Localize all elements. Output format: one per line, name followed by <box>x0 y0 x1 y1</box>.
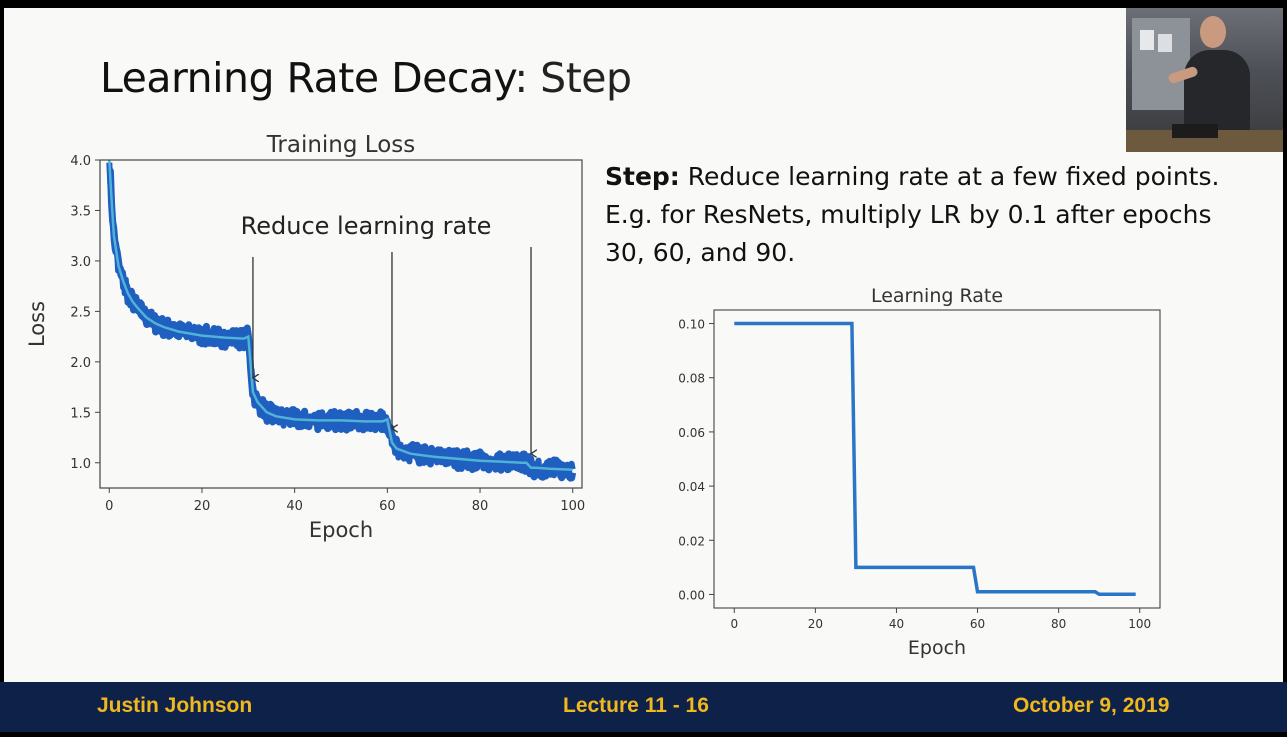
y-tick-label: 3.0 <box>70 255 91 270</box>
y-axis-label: Loss <box>25 301 49 347</box>
raw-loss-line-2 <box>106 162 576 480</box>
speaker-webcam <box>1126 8 1283 152</box>
y-tick-label: 1.0 <box>70 457 91 472</box>
y-tick-label: 0.02 <box>678 534 705 548</box>
learning-rate-chart: Learning Rate 0.00 0.02 0.04 0.06 0.08 0.10 0 20… <box>678 285 1161 658</box>
footer-bar: Justin Johnson Lecture 11 - 16 October 9… <box>0 682 1287 732</box>
x-tick-label: 60 <box>379 499 396 514</box>
x-axis-label: Epoch <box>908 637 966 658</box>
y-tick-label: 0.00 <box>678 588 705 602</box>
slide-title: Learning Rate Decay: Step <box>100 54 632 102</box>
slide: Learning Rate Decay: Step Step: Reduce l… <box>4 8 1283 682</box>
y-tick-label: 2.5 <box>70 305 91 320</box>
x-tick-label: 20 <box>808 617 823 631</box>
x-tick-label: 40 <box>286 499 303 514</box>
x-tick-label: 100 <box>1128 617 1151 631</box>
description: Step: Reduce learning rate at a few fixe… <box>605 158 1245 272</box>
x-tick-label: 0 <box>730 617 738 631</box>
x-tick-label: 100 <box>560 499 585 514</box>
x-tick-label: 40 <box>889 617 904 631</box>
x-tick-label: 20 <box>194 499 211 514</box>
training-loss-chart: Training Loss 1.0 1.5 2.0 2.5 3.0 3.5 4.0 0 20 40 6… <box>25 132 585 542</box>
x-tick-label: 0 <box>105 499 113 514</box>
footer-date: October 9, 2019 <box>1013 694 1170 717</box>
x-tick-label: 80 <box>472 499 489 514</box>
y-tick-label: 3.5 <box>70 204 91 219</box>
y-tick-label: 0.06 <box>678 426 705 440</box>
chart-title: Training Loss <box>266 132 416 158</box>
y-tick-label: 0.08 <box>678 372 705 386</box>
x-axis-label: Epoch <box>309 518 373 542</box>
y-tick-label: 2.0 <box>70 356 91 371</box>
smoothed-loss-line <box>108 160 573 472</box>
y-tick-label: 1.5 <box>70 406 91 421</box>
footer-author: Justin Johnson <box>97 694 253 717</box>
loss-curve-group <box>106 160 577 482</box>
chart-title: Learning Rate <box>871 285 1003 307</box>
y-tick-label: 0.10 <box>678 318 705 332</box>
footer-lecture: Lecture 11 - 16 <box>563 694 709 717</box>
description-lead: Step: <box>605 162 680 191</box>
x-tick-label: 60 <box>970 617 985 631</box>
title-main: Learning Rate Decay <box>100 54 515 102</box>
title-accent: : Step <box>514 54 632 102</box>
plot-frame <box>713 309 1161 609</box>
learning-rate-line <box>734 321 1136 596</box>
x-tick-label: 80 <box>1051 617 1066 631</box>
annotation-text: Reduce learning rate <box>241 212 492 240</box>
y-tick-label: 0.04 <box>678 480 705 494</box>
plot-frame <box>99 159 583 489</box>
y-tick-label: 4.0 <box>70 154 91 169</box>
description-text: Reduce learning rate at a few fixed poin… <box>605 162 1220 267</box>
